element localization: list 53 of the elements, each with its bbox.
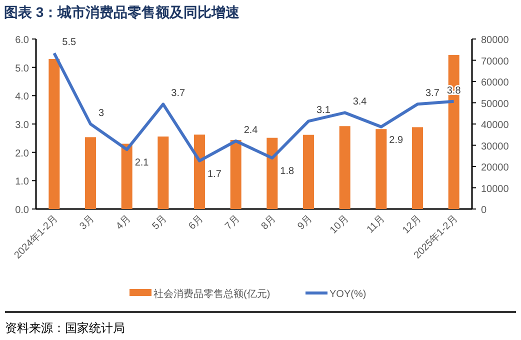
x-tick-label: 11月: [365, 213, 388, 236]
bar: [48, 58, 60, 209]
x-tick-label: 7月: [223, 213, 242, 232]
data-label: 5.5: [62, 37, 77, 48]
data-label: 2.1: [134, 158, 150, 168]
x-tick-label: 6月: [186, 213, 206, 232]
bar: [194, 134, 205, 209]
text: 资料来源：国家统计局: [5, 321, 125, 335]
bar: [230, 140, 242, 209]
y-tick-label: 2.0: [15, 148, 30, 160]
y-tick-label: 4.0: [15, 92, 30, 103]
bar: [303, 134, 314, 209]
y2-tick-label: 40000: [481, 120, 510, 131]
y-tick-label: 1.0: [15, 176, 30, 188]
y2-tick-label: 70000: [481, 56, 510, 68]
bar: [121, 144, 132, 209]
bar: [448, 54, 460, 209]
chart-title: 图表 3：城市消费品零售额及同比增速: [4, 4, 241, 20]
bar: [85, 137, 96, 209]
y2-tick-label: 80000: [481, 35, 510, 46]
y-tick-label: 5.0: [15, 63, 30, 74]
y2-tick-label: 20000: [481, 162, 510, 174]
x-tick-label: 4月: [114, 213, 133, 232]
x-tick-label: 10月: [328, 213, 351, 236]
y2-tick-label: 60000: [481, 78, 510, 88]
y2-tick-label: 0: [481, 205, 487, 216]
data-label: 1.7: [208, 168, 222, 180]
y-tick-label: 0.0: [15, 205, 30, 216]
data-label: 3.4: [352, 96, 368, 108]
data-label: 3: [98, 108, 104, 119]
x-tick-label: 5月: [150, 213, 170, 232]
bar: [412, 127, 423, 209]
x-tick-label: 8月: [260, 213, 278, 232]
y2-tick-label: 50000: [481, 98, 510, 110]
y2-tick-label: 10000: [481, 184, 510, 195]
y2-tick-label: 30000: [481, 141, 510, 152]
x-tick-label: 9月: [296, 213, 315, 232]
y-tick-label: 6.0: [15, 35, 30, 46]
legend-label: 社会消费品零售总额(亿元): [154, 288, 270, 300]
data-label: 2.4: [244, 125, 258, 136]
data-label: 2.9: [389, 134, 404, 146]
data-label: 1.8: [280, 166, 295, 177]
x-tick-label: 3月: [78, 213, 97, 232]
data-label: 3.7: [426, 88, 440, 100]
bar: [158, 136, 169, 209]
bar: [339, 126, 350, 209]
y-tick-label: 3.0: [15, 120, 30, 131]
data-label: 3.1: [316, 105, 331, 116]
data-label: 3.7: [171, 88, 186, 100]
bar: [266, 138, 278, 209]
bar: [376, 129, 387, 209]
legend-label: YOY(%): [330, 289, 366, 300]
x-tick-label: 12月: [400, 213, 424, 236]
